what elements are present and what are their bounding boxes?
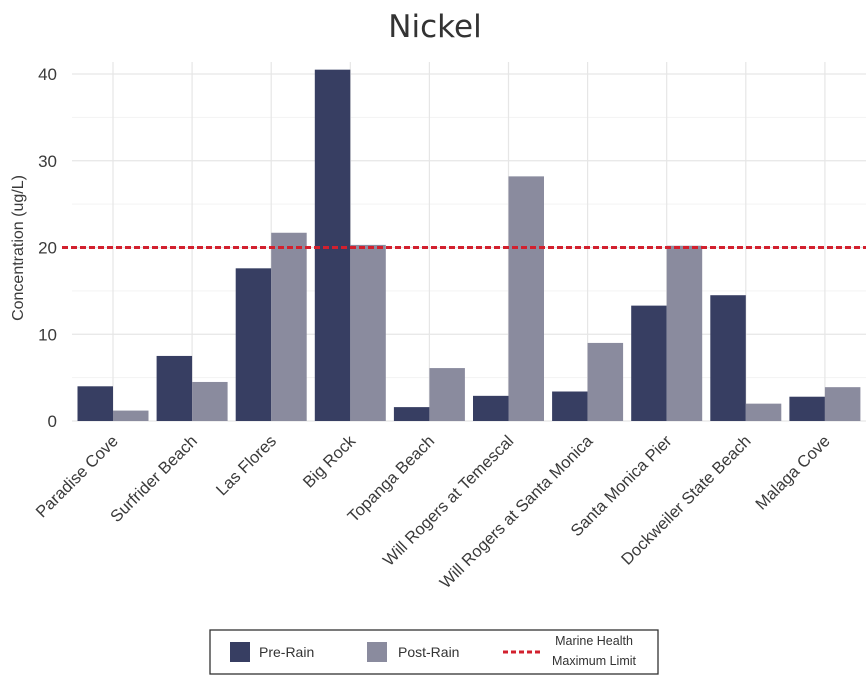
bar-pre-rain [710,295,746,421]
x-tick-label: Dockweiler State Beach [618,432,755,569]
bar-pre-rain [631,305,667,421]
x-tick-label: Will Rogers at Temescal [380,432,518,570]
bar-post-rain [271,232,307,421]
bar-pre-rain [473,395,509,421]
bar-pre-rain [314,69,351,421]
bar-post-rain [587,342,624,421]
y-axis-ticks: 0 10 20 30 40 [38,65,57,431]
x-tick-label: Will Rogers at Santa Monica [437,432,598,593]
y-tick-label: 20 [38,239,57,258]
bar-post-rain [350,244,386,421]
x-tick-label: Malaga Cove [752,432,833,513]
bar-post-rain [192,381,228,421]
y-tick-label: 0 [48,412,57,431]
legend-label-reference-line-2: Maximum Limit [552,654,637,668]
bar-pre-rain [552,391,588,421]
y-axis-label: Concentration (ug/L) [10,175,27,321]
bar-post-rain [745,403,782,421]
bar-pre-rain [156,355,193,421]
bar-post-rain [508,176,544,421]
bar-pre-rain [393,407,430,421]
bar-post-rain [429,368,465,421]
chart-title: Nickel [388,9,481,45]
bar-pre-rain [235,268,272,421]
x-tick-label: Surfrider Beach [107,432,201,526]
y-tick-label: 10 [38,325,57,344]
x-tick-label: Paradise Cove [33,432,122,521]
x-tick-label: Big Rock [300,432,360,492]
legend-label-post-rain: Post-Rain [398,644,459,660]
bar-post-rain [113,410,149,421]
x-tick-label: Las Flores [213,432,280,499]
legend: Pre-Rain Post-Rain Marine Health Maximum… [209,629,659,675]
bars [77,69,861,421]
bar-post-rain [666,245,703,421]
legend-swatch-post-rain [367,642,387,662]
legend-label-reference-line-1: Marine Health [555,634,633,648]
bar-pre-rain [789,396,825,421]
legend-box [209,629,659,675]
legend-swatch-pre-rain [230,642,250,662]
y-tick-label: 30 [38,152,57,171]
y-tick-label: 40 [38,65,57,84]
bar-post-rain [824,387,861,421]
legend-label-pre-rain: Pre-Rain [259,644,314,660]
bar-pre-rain [77,386,113,421]
